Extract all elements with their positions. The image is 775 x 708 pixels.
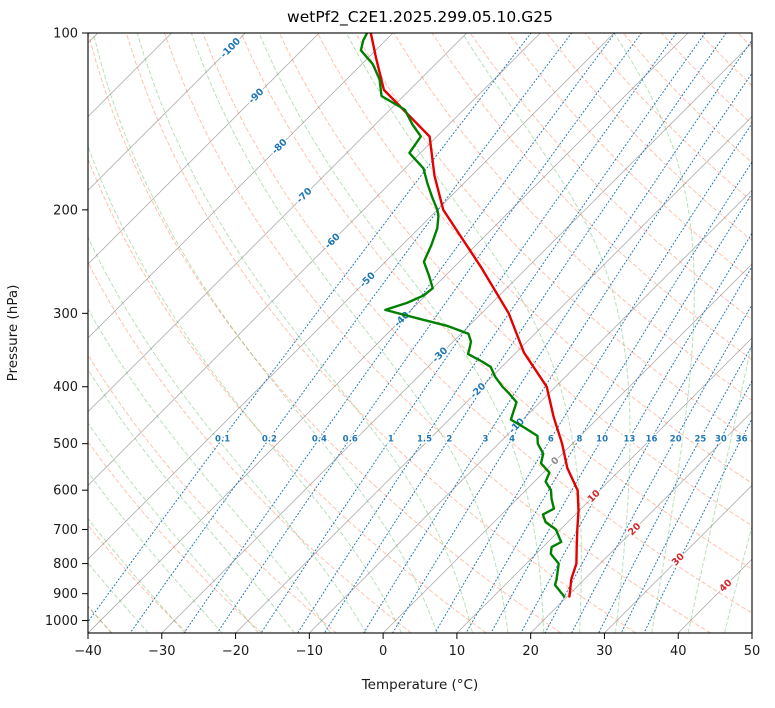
plot-contents: -100-90-80-70-60-50-40-30-20-10010203040… — [88, 33, 752, 633]
plot-area: -100-90-80-70-60-50-40-30-20-10010203040… — [45, 27, 760, 660]
svg-text:-60: -60 — [323, 231, 343, 251]
x-tick-label: −10 — [296, 644, 323, 659]
svg-text:1: 1 — [388, 435, 394, 445]
y-tick-label: 200 — [53, 203, 78, 218]
isotherm-lines — [88, 33, 752, 633]
svg-text:-100: -100 — [219, 36, 244, 61]
svg-text:40: 40 — [717, 577, 734, 594]
svg-text:8: 8 — [576, 435, 582, 445]
dewpoint-profile — [359, 33, 566, 598]
mixing-ratio-labels: 0.1 0.2 0.4 0.6 1 1.5 2 3 4 6 8 10 13 16 20 25 30 36 — [214, 433, 750, 446]
svg-text:-90: -90 — [247, 86, 267, 106]
svg-text:13: 13 — [623, 435, 635, 445]
y-tick-label: 100 — [53, 27, 78, 42]
svg-text:3: 3 — [483, 435, 489, 445]
x-tick-label: −40 — [74, 644, 101, 659]
svg-text:-80: -80 — [270, 137, 290, 157]
svg-text:-70: -70 — [295, 186, 315, 206]
y-tick-label: 700 — [53, 523, 78, 538]
svg-text:0.2: 0.2 — [262, 435, 277, 445]
y-tick-label: 300 — [53, 307, 78, 322]
axes: −40 −30 −20 −10 0 10 20 30 40 5010020030040050060… — [45, 27, 760, 660]
plot-frame — [87, 32, 753, 634]
svg-text:2: 2 — [446, 435, 452, 445]
x-tick-label: −20 — [222, 644, 249, 659]
y-tick-label: 400 — [53, 380, 78, 395]
x-tick-label: 10 — [449, 644, 466, 659]
x-axis-label: Temperature (°C) — [361, 677, 479, 693]
svg-text:1.5: 1.5 — [417, 435, 432, 445]
x-tick-label: 20 — [522, 644, 539, 659]
svg-text:0.1: 0.1 — [215, 435, 230, 445]
temperature-profile — [369, 33, 580, 598]
svg-text:6: 6 — [548, 435, 554, 445]
svg-text:30: 30 — [715, 435, 727, 445]
svg-text:20: 20 — [670, 435, 682, 445]
svg-text:16: 16 — [646, 435, 658, 445]
x-tick-label: −30 — [148, 644, 175, 659]
dry-adiabat-lines — [88, 33, 752, 633]
x-tick-label: 30 — [596, 644, 613, 659]
y-axis-label: Pressure (hPa) — [5, 285, 21, 382]
svg-text:-50: -50 — [358, 270, 378, 290]
chart-title: wetPf2_C2E1.2025.299.05.10.G25 — [287, 8, 553, 27]
x-tick-label: 40 — [670, 644, 687, 659]
y-tick-label: 600 — [53, 484, 78, 499]
y-tick-label: 500 — [53, 437, 78, 452]
moist-adiabat-lines — [88, 33, 752, 633]
svg-text:0.6: 0.6 — [343, 435, 358, 445]
y-tick-label: 800 — [53, 557, 78, 572]
svg-text:36: 36 — [736, 435, 748, 445]
y-tick-label: 900 — [53, 587, 78, 602]
x-tick-label: 0 — [379, 644, 387, 659]
x-tick-label: 50 — [744, 644, 761, 659]
svg-text:0: 0 — [549, 455, 562, 468]
svg-text:0.4: 0.4 — [312, 435, 327, 445]
svg-text:25: 25 — [694, 435, 706, 445]
mixing-ratio-lines — [88, 33, 752, 633]
svg-text:10: 10 — [596, 435, 608, 445]
y-tick-label: 1000 — [45, 614, 78, 629]
svg-text:10: 10 — [586, 488, 603, 505]
svg-text:-30: -30 — [430, 345, 450, 365]
svg-text:4: 4 — [509, 435, 515, 445]
svg-text:30: 30 — [670, 551, 687, 568]
